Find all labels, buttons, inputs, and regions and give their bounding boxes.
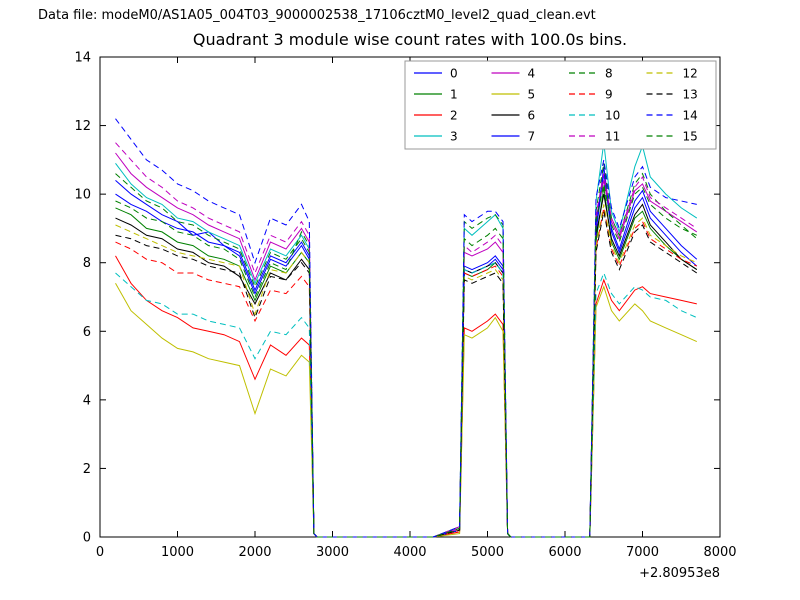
series-14-line <box>115 118 697 538</box>
chart-title: Quadrant 3 module wise count rates with … <box>192 30 628 49</box>
legend-box <box>404 60 717 150</box>
y-tick-label-1: 2 <box>83 462 91 477</box>
datafile-label: Data file: modeM0/AS1A05_004T03_90000025… <box>38 8 596 23</box>
legend-label-1: 1 <box>450 88 458 102</box>
x-tick-label-4: 4000 <box>393 545 426 560</box>
series-11-line <box>115 142 698 538</box>
y-tick-label-0: 0 <box>83 531 91 546</box>
legend-label-9: 9 <box>605 88 613 102</box>
y-tick-label-7: 14 <box>74 51 91 66</box>
x-axis-offset-label: +2.80953e8 <box>639 566 720 581</box>
legend-label-5: 5 <box>528 88 536 102</box>
legend-label-0: 0 <box>450 67 458 81</box>
series-5-line <box>115 283 698 538</box>
legend-label-15: 15 <box>683 130 698 144</box>
x-tick-label-2: 2000 <box>238 545 271 560</box>
y-tick-label-2: 4 <box>83 393 91 408</box>
x-tick-label-6: 6000 <box>548 545 581 560</box>
legend-label-13: 13 <box>683 88 698 102</box>
y-tick-label-6: 12 <box>74 119 91 134</box>
legend-label-6: 6 <box>528 109 536 123</box>
x-tick-label-0: 0 <box>96 545 104 560</box>
x-tick-label-5: 5000 <box>471 545 504 560</box>
legend-label-2: 2 <box>450 109 458 123</box>
legend-label-10: 10 <box>605 109 620 123</box>
series-13-line <box>115 211 698 538</box>
x-tick-label-8: 8000 <box>703 545 736 560</box>
legend-label-4: 4 <box>528 67 536 81</box>
legend-label-12: 12 <box>683 67 698 81</box>
x-tick-label-7: 7000 <box>626 545 659 560</box>
legend-label-14: 14 <box>683 109 698 123</box>
legend-label-7: 7 <box>528 130 536 144</box>
x-tick-label-3: 3000 <box>316 545 349 560</box>
legend-label-3: 3 <box>450 130 458 144</box>
series-12-line <box>115 204 698 538</box>
y-tick-label-3: 6 <box>83 325 91 340</box>
y-tick-label-4: 8 <box>83 256 91 271</box>
legend-label-8: 8 <box>605 67 613 81</box>
x-tick-label-1: 1000 <box>161 545 194 560</box>
legend-label-11: 11 <box>605 130 620 144</box>
y-tick-label-5: 10 <box>74 188 91 203</box>
